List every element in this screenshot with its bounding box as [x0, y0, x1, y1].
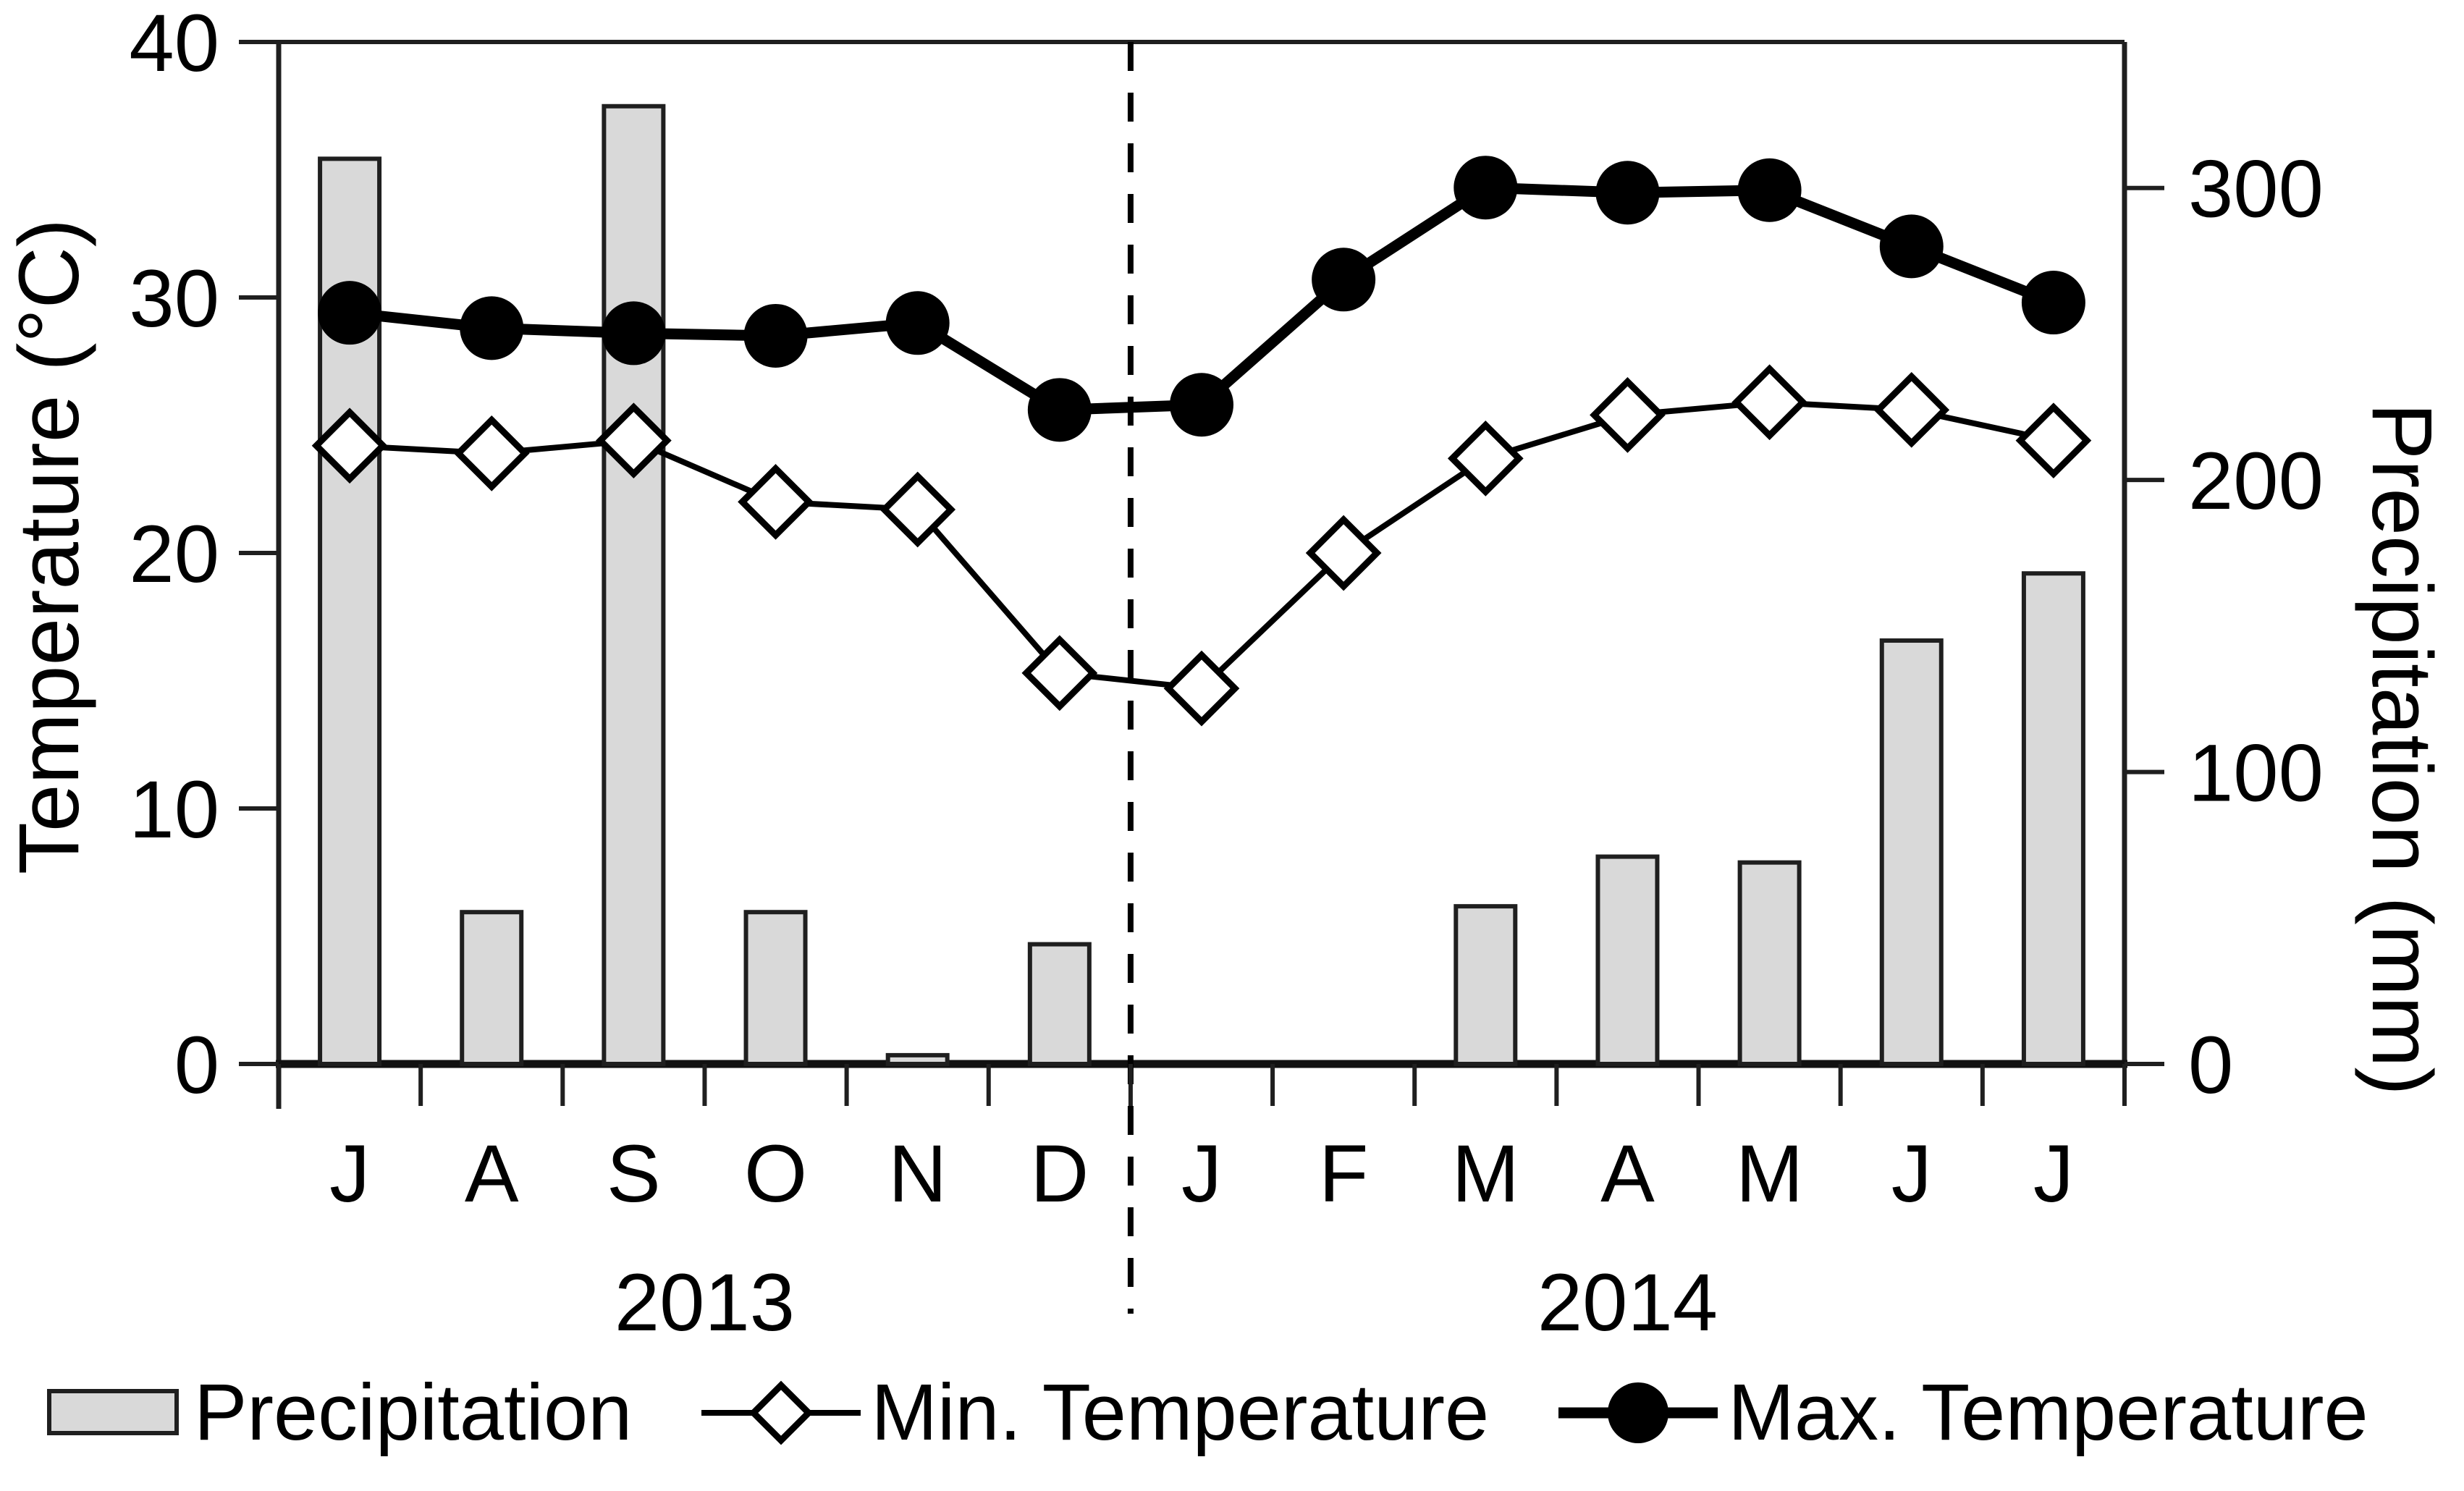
max-temp-marker [460, 296, 524, 360]
month-label: J [1891, 1128, 1932, 1219]
month-label: J [2033, 1128, 2074, 1219]
max-temp-marker [1737, 158, 1802, 222]
legend-item-min-temperature: Min. Temperature [701, 1369, 1489, 1456]
min-temp-marker [1021, 635, 1098, 711]
precipitation-bars [318, 104, 2085, 1067]
min-temp-marker [1163, 650, 1240, 727]
right-axis-tick-label: 200 [2188, 436, 2324, 526]
max-temp-marker [1170, 373, 1233, 437]
precipitation-bar [2021, 571, 2085, 1066]
precipitation-bar [460, 910, 524, 1067]
month-label: A [1600, 1128, 1655, 1219]
right-axis-tick-label: 0 [2188, 1020, 2233, 1110]
bar-swatch-icon [47, 1389, 179, 1435]
min-temperature-series [311, 364, 2092, 727]
max-temp-marker [1595, 161, 1660, 225]
max-swatch-circle [1608, 1382, 1669, 1443]
year-label: 2014 [1537, 1257, 1718, 1348]
month-label: N [888, 1128, 947, 1219]
min-swatch-diamond [748, 1380, 814, 1445]
min-temp-marker [453, 415, 530, 491]
left-axis-title: Temperature (°C) [1, 218, 97, 875]
right-axis-tick-label: 300 [2188, 144, 2324, 235]
legend-item-precipitation: Precipitation [46, 1369, 632, 1456]
month-label: M [1452, 1128, 1519, 1219]
precipitation-bar [1737, 860, 1802, 1066]
legend-label-precipitation: Precipitation [194, 1368, 633, 1457]
precipitation-bar [1595, 854, 1660, 1066]
max-temp-marker [318, 281, 382, 345]
min-temp-marker [1447, 421, 1524, 497]
precipitation-bar [1027, 942, 1092, 1066]
precipitation-bar [885, 1052, 950, 1066]
axes-frame [276, 40, 2127, 1109]
month-label: O [744, 1128, 807, 1219]
month-label: M [1736, 1128, 1803, 1219]
min-temp-marker [1590, 377, 1666, 453]
max-temp-marker [1312, 248, 1376, 312]
precipitation-bar [1453, 904, 1518, 1066]
precipitation-bar [602, 104, 666, 1067]
max-temperature-series [318, 156, 2085, 442]
min-temp-marker [596, 402, 672, 479]
open-diamond-line-icon [701, 1380, 861, 1445]
month-label: J [329, 1128, 370, 1219]
legend-item-max-temperature: Max. Temperature [1558, 1369, 2368, 1456]
max-temp-marker [1027, 378, 1092, 442]
right-axis-tick-label: 100 [2188, 728, 2324, 819]
max-temp-marker [743, 303, 808, 368]
bar-swatch-shape [47, 1389, 179, 1435]
max-temp-marker [1453, 156, 1518, 220]
year-label: 2013 [615, 1257, 795, 1348]
precipitation-bar [1879, 638, 1944, 1066]
min-temp-marker [879, 471, 956, 548]
min-temp-marker [738, 464, 814, 540]
min-temp-marker [1873, 371, 1950, 448]
right-axis-title: Precipitation (mm) [2354, 402, 2450, 1096]
min-temp-marker [1731, 364, 1807, 441]
min-temp-marker [311, 407, 388, 484]
month-label: S [607, 1128, 661, 1219]
month-label: A [465, 1128, 519, 1219]
legend-label-max-temperature: Max. Temperature [1728, 1368, 2368, 1457]
min-temp-marker [2015, 402, 2092, 479]
left-axis-tick-label: 30 [129, 253, 219, 344]
month-label: D [1030, 1128, 1089, 1219]
axis-ticks [239, 40, 2164, 1106]
legend-label-min-temperature: Min. Temperature [871, 1368, 1490, 1457]
left-axis-tick-label: 40 [129, 0, 219, 88]
filled-circle-line-icon [1558, 1382, 1718, 1443]
min-temp-marker [1305, 515, 1382, 591]
month-label: F [1319, 1128, 1368, 1219]
left-axis-tick-label: 20 [129, 509, 219, 599]
max-temp-marker [885, 291, 950, 355]
max-temp-marker [602, 301, 666, 366]
legend: Precipitation Min. Temperature Max. Temp… [46, 1362, 2368, 1463]
left-axis-tick-label: 10 [129, 764, 219, 855]
max-temp-marker [1879, 214, 1944, 279]
precipitation-bar [743, 910, 808, 1067]
max-temp-marker [2021, 271, 2085, 335]
left-axis-tick-label: 0 [174, 1020, 219, 1110]
month-label: J [1181, 1128, 1222, 1219]
